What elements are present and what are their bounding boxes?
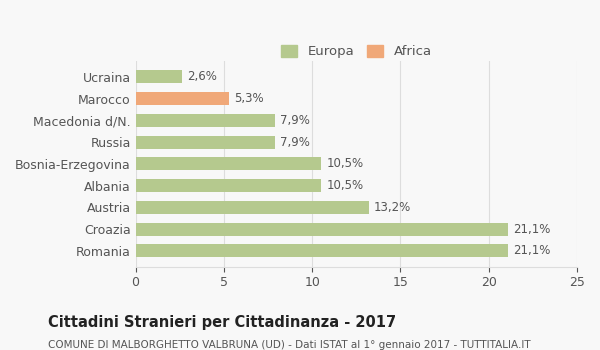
Text: 21,1%: 21,1%: [514, 223, 551, 236]
Bar: [136, 114, 275, 127]
Bar: [136, 135, 275, 149]
Bar: [136, 70, 182, 83]
Text: 10,5%: 10,5%: [326, 158, 364, 170]
Text: 10,5%: 10,5%: [326, 179, 364, 192]
Text: 7,9%: 7,9%: [280, 135, 310, 149]
Bar: [136, 244, 508, 257]
Bar: [136, 158, 321, 170]
Text: 2,6%: 2,6%: [187, 70, 217, 83]
Legend: Europa, Africa: Europa, Africa: [277, 41, 436, 62]
Text: COMUNE DI MALBORGHETTO VALBRUNA (UD) - Dati ISTAT al 1° gennaio 2017 - TUTTITALI: COMUNE DI MALBORGHETTO VALBRUNA (UD) - D…: [48, 340, 530, 350]
Text: 7,9%: 7,9%: [280, 114, 310, 127]
Bar: [136, 179, 321, 192]
Bar: [136, 92, 229, 105]
Bar: [136, 223, 508, 236]
Text: Cittadini Stranieri per Cittadinanza - 2017: Cittadini Stranieri per Cittadinanza - 2…: [48, 315, 396, 330]
Text: 13,2%: 13,2%: [374, 201, 411, 214]
Text: 21,1%: 21,1%: [514, 244, 551, 257]
Bar: [136, 201, 368, 214]
Text: 5,3%: 5,3%: [235, 92, 264, 105]
